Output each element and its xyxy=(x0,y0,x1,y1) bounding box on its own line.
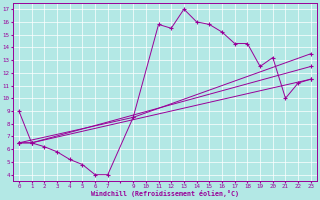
X-axis label: Windchill (Refroidissement éolien,°C): Windchill (Refroidissement éolien,°C) xyxy=(91,190,239,197)
